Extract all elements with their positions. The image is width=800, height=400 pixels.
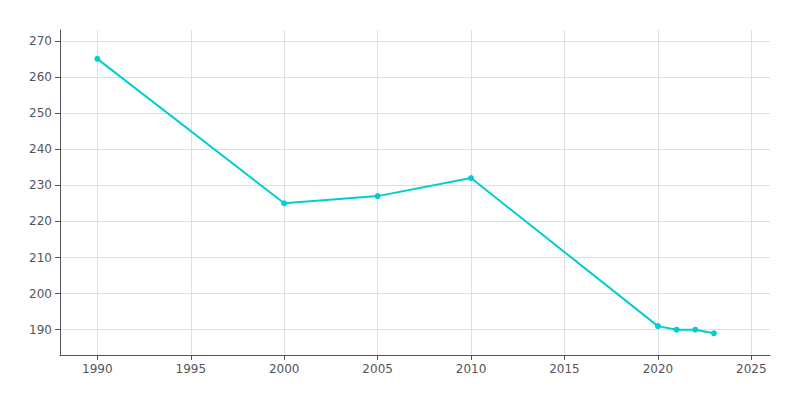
svg-text:190: 190 (29, 323, 52, 337)
svg-text:2010: 2010 (456, 362, 487, 376)
svg-text:200: 200 (29, 287, 52, 301)
svg-text:2025: 2025 (736, 362, 767, 376)
svg-text:2015: 2015 (549, 362, 580, 376)
svg-text:270: 270 (29, 34, 52, 48)
svg-text:230: 230 (29, 178, 52, 192)
svg-text:250: 250 (29, 106, 52, 120)
svg-text:2020: 2020 (643, 362, 674, 376)
svg-text:1990: 1990 (82, 362, 113, 376)
svg-text:220: 220 (29, 214, 52, 228)
svg-text:240: 240 (29, 142, 52, 156)
svg-text:2000: 2000 (269, 362, 300, 376)
svg-text:260: 260 (29, 70, 52, 84)
svg-text:210: 210 (29, 251, 52, 265)
svg-text:2005: 2005 (362, 362, 393, 376)
svg-text:1995: 1995 (176, 362, 207, 376)
